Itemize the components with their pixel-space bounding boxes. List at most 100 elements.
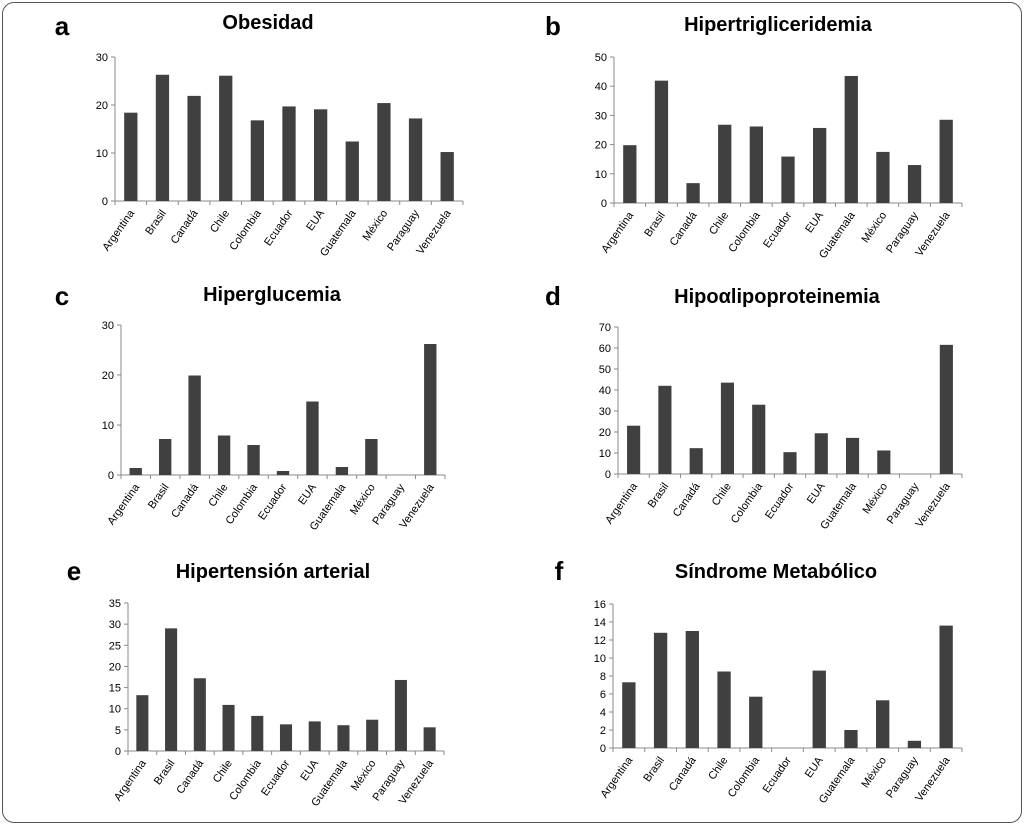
y-tick-label-d: 10 xyxy=(599,448,611,460)
panel-letter-f: f xyxy=(555,556,564,586)
y-tick-label-f: 8 xyxy=(600,671,606,683)
x-tick-label-d: Colombia xyxy=(729,480,766,526)
bar-b-venezuela xyxy=(939,119,953,203)
bar-f-brasil xyxy=(653,632,668,748)
bar-c-venezuela xyxy=(424,344,437,475)
x-tick-label-a: Argentina xyxy=(100,207,137,253)
y-tick-label-e: 0 xyxy=(115,746,121,758)
x-tick-label-c: Chile xyxy=(206,482,230,509)
bar-b-argentina xyxy=(623,145,637,203)
y-tick-label-c: 0 xyxy=(108,470,114,482)
x-tick-label-b: Argentina xyxy=(599,209,636,255)
x-tick-label-e: Canadá xyxy=(174,757,206,796)
x-tick-label-b: Colombia xyxy=(726,209,763,255)
bar-f-chile xyxy=(717,671,731,748)
x-tick-label-e: Brasil xyxy=(152,758,178,787)
bar-b-chile xyxy=(718,124,732,203)
panel-letter-b: b xyxy=(545,11,561,41)
bar-f-venezuela xyxy=(939,625,953,748)
y-tick-label-d: 40 xyxy=(599,385,611,397)
panel-letter-a: a xyxy=(55,11,70,41)
bar-c-brasil xyxy=(158,439,172,475)
x-tick-label-e: Ecuador xyxy=(259,758,293,799)
x-tick-label-c: México xyxy=(348,482,378,517)
x-tick-label-b: Chile xyxy=(707,210,731,237)
bar-b-brasil xyxy=(654,80,669,203)
panel-letter-d: d xyxy=(545,281,561,311)
x-tick-label-a: Canadá xyxy=(169,207,201,246)
bar-e-argentina xyxy=(136,695,149,751)
bar-e-ecuador xyxy=(279,724,293,751)
x-tick-label-f: Colombia xyxy=(726,754,763,800)
y-tick-label-d: 0 xyxy=(605,469,611,481)
y-tick-label-d: 30 xyxy=(599,406,611,418)
bar-a-argentina xyxy=(124,112,138,201)
bar-e-paraguay xyxy=(394,679,407,751)
x-tick-label-a: Ecuador xyxy=(262,208,296,249)
x-tick-label-b: Canadá xyxy=(668,209,700,248)
x-tick-label-f: México xyxy=(859,755,889,790)
y-tick-label-a: 0 xyxy=(102,196,108,208)
y-tick-label-d: 50 xyxy=(599,364,611,376)
y-tick-label-e: 30 xyxy=(109,619,121,631)
y-tick-label-e: 35 xyxy=(109,598,121,610)
chart-title-b: Hipertrigliceridemia xyxy=(684,14,873,36)
chart-title-a: Obesidad xyxy=(222,12,313,34)
y-tick-label-f: 6 xyxy=(600,689,606,701)
y-tick-label-a: 20 xyxy=(96,100,108,112)
bar-f-argentina xyxy=(622,682,636,748)
bar-e-eua xyxy=(308,721,321,751)
x-tick-label-f: Canadá xyxy=(667,754,699,793)
y-tick-label-b: 0 xyxy=(601,198,607,210)
bar-c-canadá xyxy=(188,375,201,475)
y-tick-label-e: 10 xyxy=(109,704,121,716)
bar-b-paraguay xyxy=(907,165,922,203)
bar-d-brasil xyxy=(658,385,672,474)
y-tick-label-a: 30 xyxy=(96,52,108,64)
x-tick-label-e: Argentina xyxy=(112,757,149,803)
x-tick-label-f: Brasil xyxy=(641,755,667,784)
x-tick-label-a: Brasil xyxy=(143,208,169,237)
bar-c-méxico xyxy=(365,439,378,475)
bar-e-chile xyxy=(222,704,235,751)
bar-d-chile xyxy=(720,382,735,474)
x-tick-label-a: Chile xyxy=(208,208,232,235)
bar-c-chile xyxy=(217,435,231,475)
bar-f-colombia xyxy=(749,696,763,748)
y-tick-label-b: 20 xyxy=(595,140,607,152)
bar-b-canadá xyxy=(686,183,700,203)
bar-b-colombia xyxy=(749,126,764,203)
x-tick-label-b: México xyxy=(860,210,890,245)
bar-f-méxico xyxy=(876,700,890,748)
bar-c-guatemala xyxy=(335,467,349,475)
x-tick-label-e: México xyxy=(349,758,379,793)
y-tick-label-f: 4 xyxy=(600,707,606,719)
y-tick-label-c: 20 xyxy=(102,370,114,382)
bar-a-brasil xyxy=(155,74,170,201)
y-tick-label-f: 16 xyxy=(594,599,606,611)
bar-c-ecuador xyxy=(276,471,290,475)
y-tick-label-b: 10 xyxy=(595,169,607,181)
bar-c-argentina xyxy=(129,468,142,475)
panel-letter-e: e xyxy=(67,556,81,586)
x-tick-label-a: EUA xyxy=(304,207,327,233)
bar-f-guatemala xyxy=(844,730,858,748)
x-tick-label-b: Brasil xyxy=(642,210,668,239)
bar-e-canadá xyxy=(193,678,206,751)
y-tick-label-f: 14 xyxy=(594,617,606,629)
bar-c-eua xyxy=(306,401,319,475)
y-tick-label-e: 5 xyxy=(115,725,121,737)
x-tick-label-d: EUA xyxy=(805,480,828,506)
bar-d-eua xyxy=(814,433,828,474)
x-tick-label-c: EUA xyxy=(296,481,319,507)
bar-b-ecuador xyxy=(781,156,795,203)
bar-a-ecuador xyxy=(282,106,296,201)
y-tick-label-e: 25 xyxy=(109,640,121,652)
y-tick-label-e: 15 xyxy=(109,683,121,695)
x-tick-label-c: Ecuador xyxy=(256,482,290,523)
x-tick-label-d: Argentina xyxy=(603,480,640,526)
y-tick-label-f: 0 xyxy=(600,743,606,755)
y-tick-label-d: 70 xyxy=(599,322,611,334)
chart-title-f: Síndrome Metabólico xyxy=(675,561,877,583)
x-tick-label-d: Ecuador xyxy=(763,481,797,522)
